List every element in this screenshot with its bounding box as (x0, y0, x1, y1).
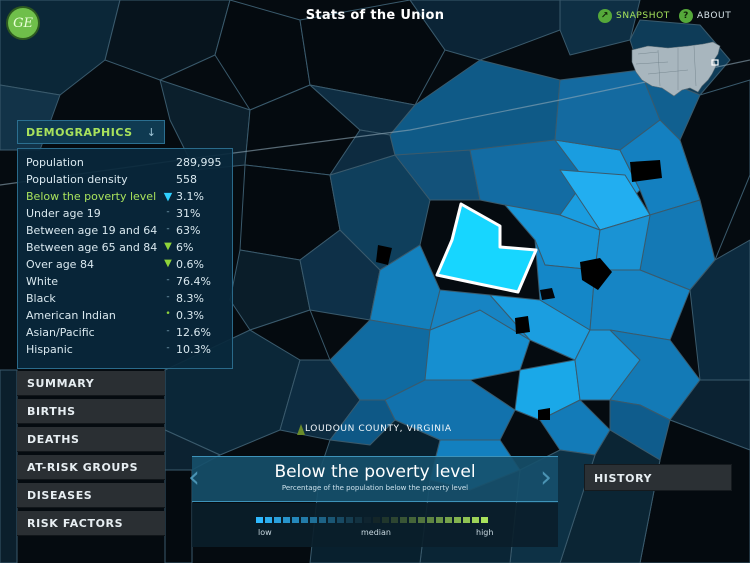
camera-icon: ↗ (598, 9, 612, 23)
about-button[interactable]: ? ABOUT (679, 9, 731, 23)
county-label: LOUDOUN COUNTY, VIRGINIA (305, 424, 452, 434)
chevron-right-icon[interactable]: › (540, 460, 552, 495)
color-scale-segment (436, 517, 443, 523)
demographics-title: DEMOGRAPHICS (26, 125, 133, 139)
highlighted-county[interactable] (435, 202, 538, 294)
down-arrow-icon: ▼ (164, 258, 172, 269)
snapshot-button[interactable]: ↗ SNAPSHOT (598, 9, 670, 23)
stat-row-asian-pacific[interactable]: Asian/Pacific - 12.6% (26, 326, 211, 339)
stat-row-poverty[interactable]: Below the poverty level ▼ 3.1% (26, 190, 204, 203)
color-scale-segment (283, 517, 290, 523)
color-scale-segment (328, 517, 335, 523)
color-scale-segment (301, 517, 308, 523)
color-scale-segment (463, 517, 470, 523)
stat-row-american-indian[interactable]: American Indian • 0.3% (26, 309, 204, 322)
color-scale-segment (418, 517, 425, 523)
history-button[interactable]: HISTORY (584, 464, 732, 491)
color-scale-segment (346, 517, 353, 523)
down-arrow-icon: ▼ (164, 241, 172, 252)
stat-row-over-84[interactable]: Over age 84 ▼ 0.6% (26, 258, 204, 271)
menu-item-diseases[interactable]: DISEASES (17, 483, 165, 508)
color-scale-segment (427, 517, 434, 523)
minimap-viewport[interactable] (711, 59, 719, 66)
us-outline (631, 41, 721, 97)
us-minimap[interactable] (628, 40, 728, 102)
stat-row-hispanic[interactable]: Hispanic - 10.3% (26, 343, 211, 356)
color-scale-segment (400, 517, 407, 523)
scale-high-label: high (476, 528, 494, 537)
chevron-left-icon[interactable]: ‹ (188, 460, 200, 495)
stat-row-white[interactable]: White - 76.4% (26, 275, 211, 288)
color-scale-segment (256, 517, 263, 523)
color-scale-segment (355, 517, 362, 523)
color-scale-segment (445, 517, 452, 523)
stat-row-under-19[interactable]: Under age 19 - 31% (26, 207, 201, 220)
menu-item-risk-factors[interactable]: RISK FACTORS (17, 511, 165, 536)
stat-row-black[interactable]: Black - 8.3% (26, 292, 204, 305)
color-scale-segment (265, 517, 272, 523)
legend-panel (192, 456, 558, 502)
stat-row-population: Population 289,995 (26, 156, 222, 169)
menu-item-births[interactable]: BIRTHS (17, 399, 165, 424)
about-label: ABOUT (697, 11, 732, 21)
color-scale-segment (481, 517, 488, 523)
menu-item-deaths[interactable]: DEATHS (17, 427, 165, 452)
color-scale-segment (319, 517, 326, 523)
stat-row-65-to-84[interactable]: Between age 65 and 84 ▼ 6% (26, 241, 194, 254)
color-scale-segment (472, 517, 479, 523)
color-scale-segment (274, 517, 281, 523)
legend-subtitle: Percentage of the population below the p… (281, 484, 469, 492)
color-scale-segment (373, 517, 380, 523)
color-scale-segment (382, 517, 389, 523)
legend-title: Below the poverty level (274, 462, 476, 482)
down-arrow-icon: ▼ (163, 190, 173, 203)
color-scale-segment (310, 517, 317, 523)
scale-low-label: low (258, 528, 272, 537)
color-scale-segment (292, 517, 299, 523)
location-marker-icon (297, 424, 305, 435)
app-title: Stats of the Union (305, 8, 445, 23)
color-scale-segment (337, 517, 344, 523)
stat-row-19-to-64[interactable]: Between age 19 and 64 - 63% (26, 224, 201, 237)
snapshot-label: SNAPSHOT (616, 11, 670, 21)
chevron-down-icon: ↓ (146, 125, 156, 139)
color-scale-segment (409, 517, 416, 523)
color-scale-segment (391, 517, 398, 523)
stat-row-population-density: Population density 558 (26, 173, 197, 186)
demographics-panel: Population 289,995 Population density 55… (17, 148, 233, 369)
ge-logo: GE (8, 8, 38, 38)
scale-median-label: median (361, 528, 391, 537)
menu-item-at-risk-groups[interactable]: AT-RISK GROUPS (17, 455, 165, 480)
menu-item-summary[interactable]: SUMMARY (17, 371, 165, 396)
question-icon: ? (679, 9, 693, 23)
color-scale-panel (192, 503, 558, 547)
demographics-header[interactable]: DEMOGRAPHICS ↓ (17, 120, 165, 144)
color-scale-segment (364, 517, 371, 523)
color-scale-segment (454, 517, 461, 523)
